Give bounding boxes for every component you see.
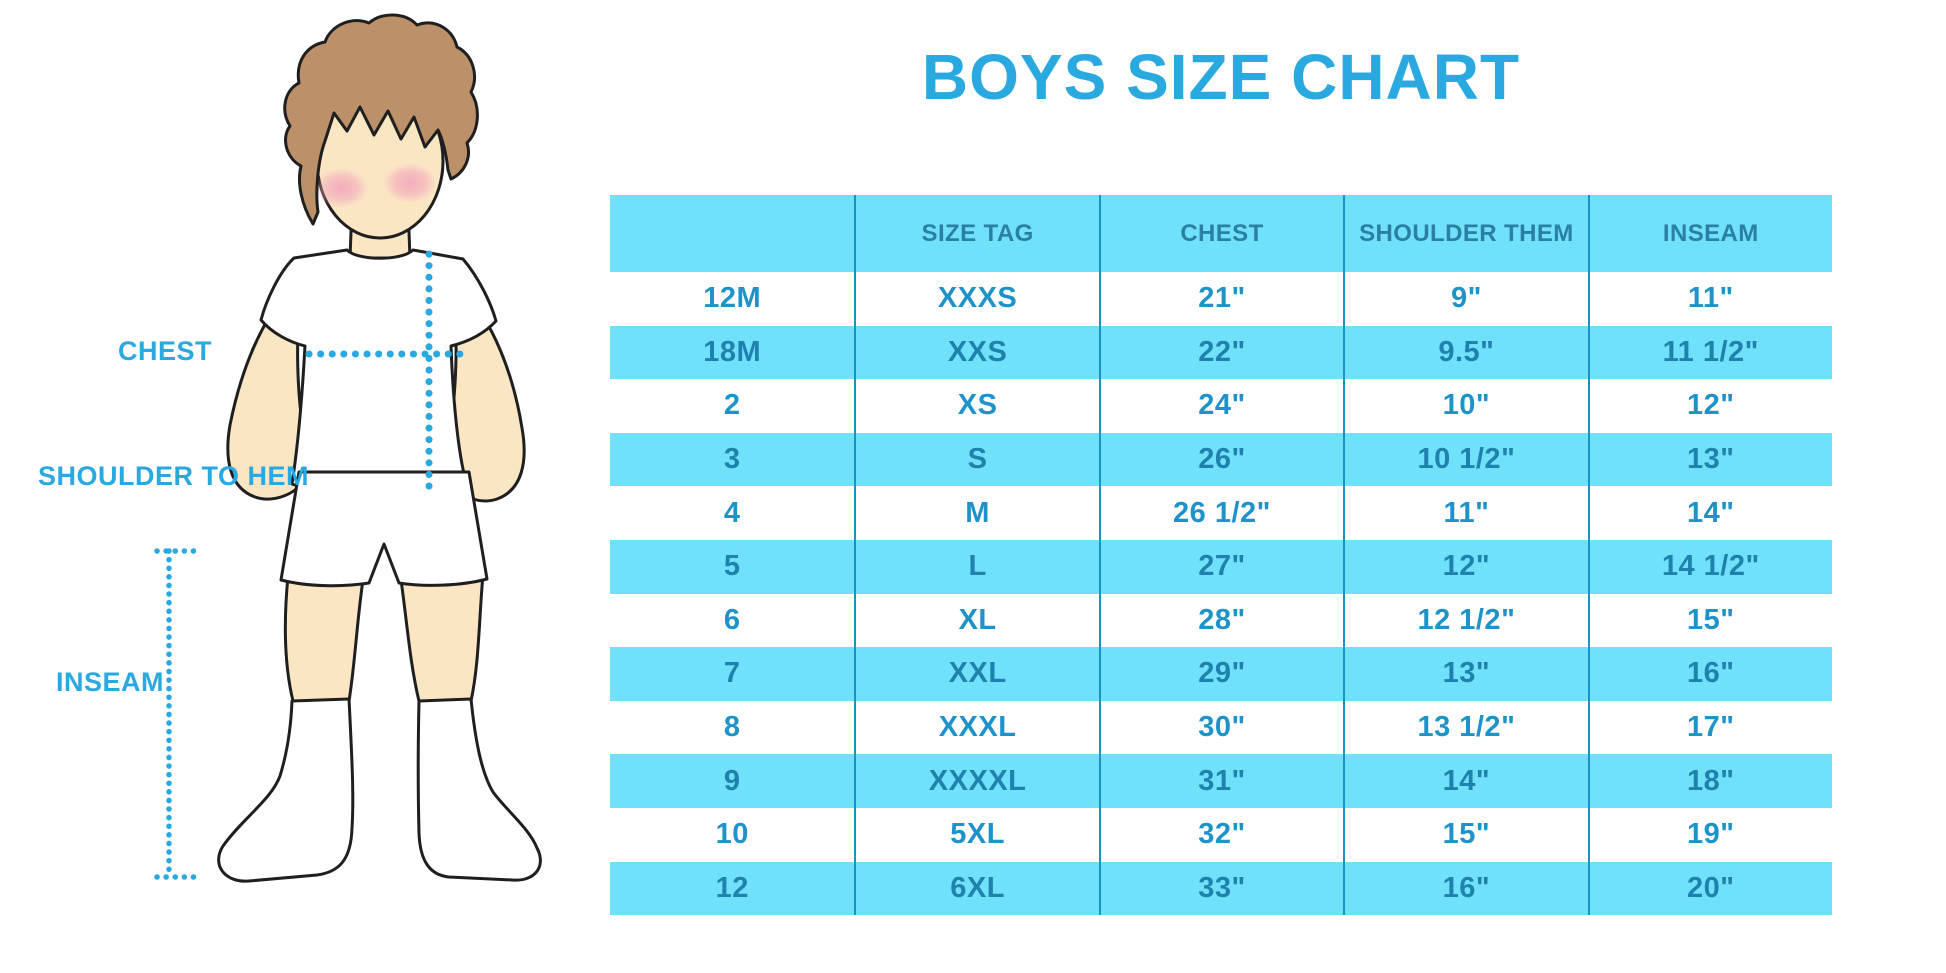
cell-size-tag: 6XL — [854, 861, 1098, 916]
cell-inseam: 18" — [1587, 754, 1832, 808]
cell-inseam: 13" — [1587, 432, 1832, 487]
table-row: 3 S 26" 10 1/2" 13" — [610, 432, 1832, 487]
cell-chest: 32" — [1098, 807, 1343, 862]
cell-chest: 27" — [1098, 539, 1343, 594]
cell-shoulder: 14" — [1343, 754, 1587, 808]
cell-shoulder: 13" — [1343, 647, 1587, 701]
table-row: 10 5XL 32" 15" 19" — [610, 807, 1832, 862]
shoulder-to-hem-label: SHOULDER TO HEM — [38, 461, 310, 491]
header-cell-inseam: INSEAM — [1587, 195, 1832, 272]
header-cell-shoulder-hem: SHOULDER THEM — [1343, 195, 1587, 272]
boy-left-leg — [283, 574, 365, 703]
table-row: 12 6XL 33" 16" 20" — [610, 861, 1832, 916]
cell-size-tag: XXXXL — [854, 754, 1098, 808]
cell-chest: 26 1/2" — [1098, 486, 1343, 540]
cell-shoulder: 10 1/2" — [1343, 432, 1587, 487]
cell-shoulder: 9.5" — [1343, 325, 1587, 380]
cell-size: 5 — [723, 550, 741, 583]
cell-shoulder: 11" — [1343, 486, 1587, 540]
cell-inseam: 14 1/2" — [1587, 539, 1832, 594]
cell-inseam: 16" — [1587, 647, 1832, 701]
cell-size-tag: S — [854, 432, 1098, 487]
boy-shorts — [279, 470, 489, 588]
cell-size-tag: 5XL — [854, 807, 1098, 862]
table-row: 18M XXS 22" 9.5" 11 1/2" — [610, 325, 1832, 380]
cell-size: 4 — [723, 496, 741, 529]
size-table: SIZE TAG CHEST SHOULDER THEM INSEAM 12M … — [610, 195, 1832, 916]
table-row: 6 XL 28" 12 1/2" 15" — [610, 593, 1832, 648]
inseam-label: INSEAM — [56, 667, 165, 697]
cell-size-tag: XXS — [854, 325, 1098, 380]
cell-shoulder: 12" — [1343, 539, 1587, 594]
cell-inseam: 12" — [1587, 379, 1832, 433]
table-body: 12M XXXS 21" 9" 11" 18M XXS 22" 9.5" 11 … — [610, 272, 1832, 916]
table-row: 2 XS 24" 10" 12" — [610, 379, 1832, 433]
cell-chest: 29" — [1098, 647, 1343, 701]
table-row: 8 XXXL 30" 13 1/2" 17" — [610, 700, 1832, 755]
cell-size-tag: XXXL — [854, 700, 1098, 755]
cell-chest: 21" — [1098, 272, 1343, 326]
boy-left-sock — [217, 697, 355, 883]
cell-chest: 31" — [1098, 754, 1343, 808]
cell-size-tag: XS — [854, 379, 1098, 433]
boy-hair — [283, 13, 479, 226]
cell-shoulder: 13 1/2" — [1343, 700, 1587, 755]
boy-right-leg — [399, 572, 485, 703]
cell-size-tag: M — [854, 486, 1098, 540]
cell-size: 6 — [723, 603, 741, 636]
table-row: 12M XXXS 21" 9" 11" — [610, 272, 1832, 326]
cell-inseam: 11 1/2" — [1587, 325, 1832, 380]
cell-size-tag: XXXS — [854, 272, 1098, 326]
cell-size: 3 — [723, 443, 741, 476]
cell-chest: 33" — [1098, 861, 1343, 916]
cell-inseam: 11" — [1587, 272, 1832, 326]
cell-size-tag: XXL — [854, 647, 1098, 701]
cell-inseam: 14" — [1587, 486, 1832, 540]
cell-shoulder: 15" — [1343, 807, 1587, 862]
cell-shoulder: 16" — [1343, 861, 1587, 916]
table-header-row: SIZE TAG CHEST SHOULDER THEM INSEAM — [610, 195, 1832, 272]
cell-inseam: 17" — [1587, 700, 1832, 755]
cell-inseam: 20" — [1587, 861, 1832, 916]
cell-size: 8 — [723, 711, 741, 744]
cell-size-tag: L — [854, 539, 1098, 594]
header-cell-size-tag: SIZE TAG — [854, 195, 1098, 272]
table-row: 9 XXXXL 31" 14" 18" — [610, 754, 1832, 808]
cell-shoulder: 10" — [1343, 379, 1587, 433]
cell-size: 12M — [703, 282, 762, 315]
cell-inseam: 15" — [1587, 593, 1832, 648]
cell-chest: 24" — [1098, 379, 1343, 433]
cell-size: 12 — [715, 871, 749, 904]
header-cell-chest: CHEST — [1098, 195, 1343, 272]
boy-right-sock — [416, 697, 542, 882]
cell-inseam: 19" — [1587, 807, 1832, 862]
chest-label: CHEST — [118, 336, 213, 366]
cell-shoulder: 9" — [1343, 272, 1587, 326]
boy-illustration — [154, 13, 542, 883]
cell-size: 9 — [723, 764, 741, 797]
boy-blush-right — [383, 163, 437, 203]
header-cell-blank — [610, 195, 854, 272]
cell-shoulder: 12 1/2" — [1343, 593, 1587, 648]
table-row: 5 L 27" 12" 14 1/2" — [610, 539, 1832, 594]
table-row: 7 XXL 29" 13" 16" — [610, 647, 1832, 701]
cell-size: 2 — [723, 389, 741, 422]
cell-chest: 22" — [1098, 325, 1343, 380]
cell-chest: 26" — [1098, 432, 1343, 487]
page-title: BOYS SIZE CHART — [921, 41, 1521, 113]
cell-size: 18M — [703, 335, 762, 368]
cell-size-tag: XL — [854, 593, 1098, 648]
table-row: 4 M 26 1/2" 11" 14" — [610, 486, 1832, 540]
cell-size: 10 — [715, 818, 749, 851]
cell-chest: 28" — [1098, 593, 1343, 648]
cell-chest: 30" — [1098, 700, 1343, 755]
boy-blush-left — [314, 168, 368, 208]
cell-size: 7 — [723, 657, 741, 690]
